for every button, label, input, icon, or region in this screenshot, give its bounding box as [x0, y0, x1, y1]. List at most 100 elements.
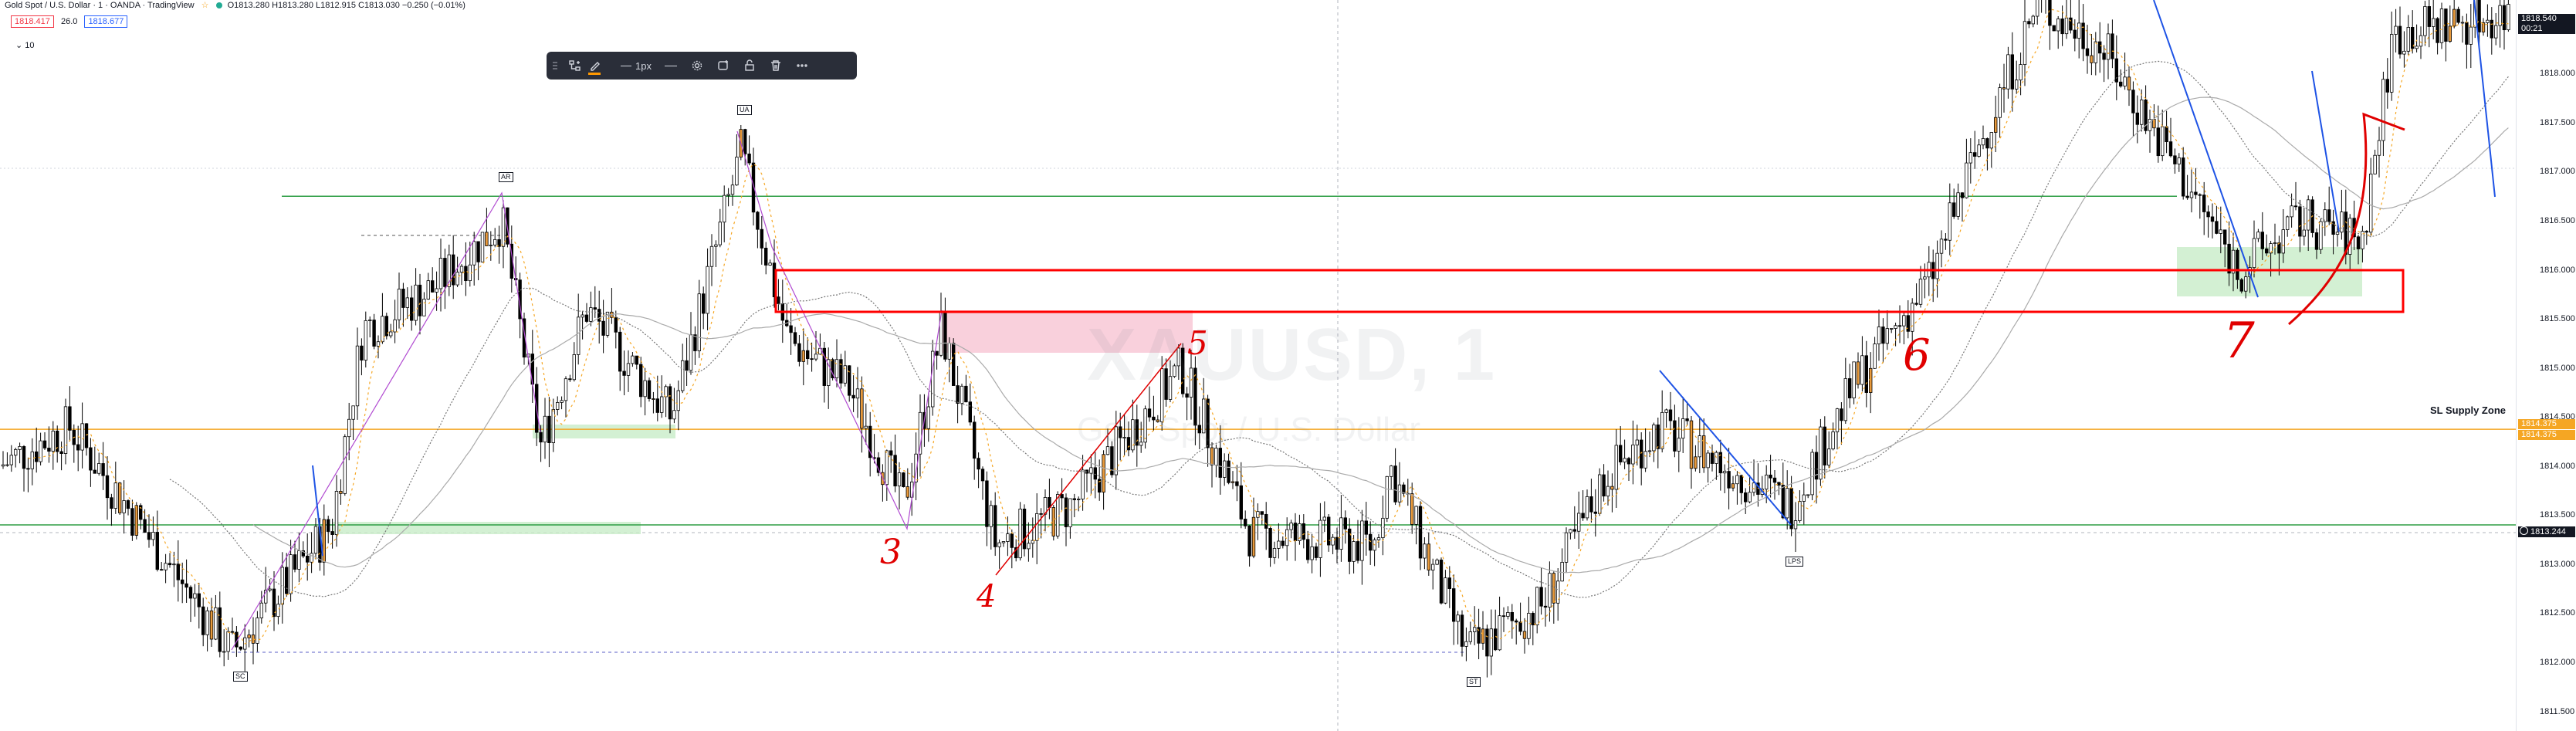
- candle-body: [2114, 58, 2118, 83]
- candle-body: [1698, 435, 1701, 458]
- candle-body: [647, 380, 652, 399]
- candle-body: [1160, 368, 1164, 422]
- candle-body: [105, 475, 110, 499]
- trade-prices: 1818.417 26.0 1818.677: [11, 15, 132, 28]
- market-open-dot-icon: [215, 2, 222, 9]
- spread-value: 26.0: [60, 17, 78, 26]
- candle-body: [2152, 119, 2156, 129]
- candle-body: [2290, 205, 2293, 218]
- candle-body: [1610, 486, 1614, 490]
- candle-body: [2285, 216, 2290, 230]
- object-tree-icon: [569, 60, 581, 71]
- candle-body: [851, 394, 855, 399]
- candle-body: [564, 378, 568, 401]
- candle-body: [2118, 81, 2123, 86]
- more-button[interactable]: [789, 55, 815, 76]
- candle-body: [1281, 540, 1285, 547]
- candle-body: [2293, 205, 2298, 208]
- candle-body: [560, 400, 564, 403]
- candle-body: [968, 401, 972, 423]
- candle-body: [1006, 533, 1010, 542]
- line-style-button[interactable]: [658, 55, 684, 76]
- sell-price-button[interactable]: 1818.417: [11, 15, 54, 28]
- candle-body: [652, 398, 655, 400]
- buy-price-button[interactable]: 1818.677: [84, 15, 128, 28]
- pencil-color-button[interactable]: [588, 55, 614, 76]
- candle-body: [2135, 112, 2139, 125]
- drag-handle-icon[interactable]: [553, 62, 557, 69]
- candle-body: [343, 436, 347, 494]
- price-axis[interactable]: 1818.000 1817.500 1817.000 1816.500 1816.000…: [2516, 0, 2576, 731]
- candle-body: [263, 590, 268, 604]
- candle-body: [1748, 492, 1752, 503]
- alert-button[interactable]: [710, 55, 736, 76]
- candle-body: [1202, 398, 1206, 434]
- candle-body: [639, 364, 643, 398]
- candle-body: [47, 448, 51, 452]
- candle-body: [1585, 496, 1589, 519]
- candle-body: [1064, 497, 1068, 527]
- candle-body: [1639, 439, 1643, 469]
- candle-body: [126, 500, 130, 509]
- symbol-title[interactable]: Gold Spot / U.S. Dollar · 1 · OANDA · Tr…: [5, 1, 195, 10]
- candle-body: [1852, 361, 1856, 398]
- candle-body: [1364, 520, 1368, 535]
- price-tick-label: 1817.500: [2540, 117, 2575, 127]
- candle-body: [943, 312, 947, 360]
- candle-body: [1785, 488, 1789, 519]
- candle-body: [176, 563, 180, 580]
- candle-body: [230, 631, 235, 633]
- candle-body: [1302, 523, 1305, 540]
- star-icon[interactable]: ☆: [201, 1, 209, 10]
- candle-body: [1981, 138, 1985, 146]
- candle-body: [1098, 479, 1102, 493]
- candle-body: [1031, 540, 1034, 544]
- candle-body: [1831, 431, 1835, 450]
- candle-body: [1918, 279, 1923, 305]
- chart-header: Gold Spot / U.S. Dollar · 1 · OANDA · Tr…: [5, 0, 470, 11]
- candle-body: [1414, 506, 1418, 525]
- candle-body: [101, 463, 105, 476]
- candle-body: [2144, 100, 2148, 131]
- candle-body: [2014, 80, 2019, 90]
- candle-body: [2402, 50, 2406, 55]
- candle-body: [1068, 498, 1072, 527]
- settings-button[interactable]: [684, 55, 710, 76]
- candle-body: [2260, 232, 2264, 249]
- lock-button[interactable]: [736, 55, 763, 76]
- candle-body: [1126, 437, 1131, 451]
- candle-body: [1727, 471, 1731, 489]
- candle-body: [1439, 560, 1444, 604]
- object-tree-button[interactable]: [562, 55, 588, 76]
- candle-body: [1764, 474, 1769, 490]
- candle-body: [13, 448, 18, 456]
- lock-icon: [745, 59, 754, 71]
- candle-body: [2377, 140, 2381, 156]
- candle-body: [1293, 523, 1298, 541]
- candle-body: [1939, 239, 1944, 254]
- candle-body: [839, 359, 843, 384]
- candle-body: [2243, 276, 2248, 292]
- line-width-button[interactable]: 1px: [614, 55, 658, 76]
- candle-body: [222, 651, 226, 653]
- candle-body: [1251, 516, 1256, 557]
- candle-body: [330, 531, 334, 536]
- candle-body: [760, 228, 763, 249]
- candle-body: [180, 579, 184, 584]
- delete-button[interactable]: [763, 55, 789, 76]
- wyckoff-tag-ar: AR: [499, 172, 513, 182]
- indicator-toggle[interactable]: ⌄ 10: [15, 40, 35, 50]
- candle-body: [964, 385, 968, 403]
- wyckoff-tag-st: ST: [1467, 677, 1481, 687]
- candle-body: [1685, 418, 1689, 421]
- price-tick-label: 1817.000: [2540, 167, 2575, 177]
- price-tick-label: 1812.500: [2540, 608, 2575, 618]
- candle-body: [2085, 48, 2090, 56]
- candle-body: [1110, 446, 1114, 475]
- candle-body: [1390, 465, 1393, 477]
- candle-body: [113, 482, 117, 509]
- candle-body: [2210, 216, 2215, 222]
- cursor-price-label: 1813.244: [2518, 526, 2575, 537]
- candle-body: [56, 430, 59, 452]
